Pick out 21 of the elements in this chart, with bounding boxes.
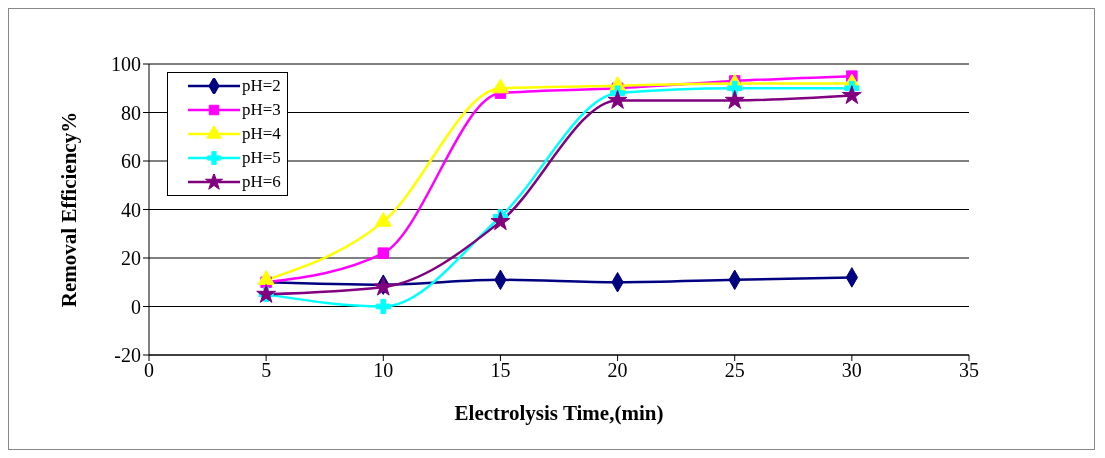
y-tick-label: 60 bbox=[121, 150, 141, 173]
x-tick-label: 10 bbox=[373, 359, 394, 382]
x-tick-label: 25 bbox=[724, 359, 745, 382]
x-axis-title: Electrolysis Time,(min) bbox=[454, 401, 664, 425]
x-tick-label: 30 bbox=[841, 359, 862, 382]
x-tick-label: 5 bbox=[261, 359, 272, 382]
legend-label: pH=3 bbox=[242, 99, 281, 121]
legend-label: pH=6 bbox=[242, 171, 281, 193]
legend-label: pH=5 bbox=[242, 147, 281, 169]
y-tick-label: -20 bbox=[114, 344, 141, 367]
y-tick-label: 80 bbox=[121, 101, 141, 124]
y-tick-label: 100 bbox=[111, 53, 141, 76]
y-axis-title: Removal Efficiency% bbox=[57, 111, 82, 308]
legend-label: pH=4 bbox=[242, 123, 281, 145]
y-tick-label: 0 bbox=[131, 295, 141, 318]
y-tick-label: 40 bbox=[121, 198, 141, 221]
x-tick-label: 35 bbox=[959, 359, 979, 382]
y-tick-label: 20 bbox=[121, 247, 141, 270]
x-tick-label: 20 bbox=[607, 359, 628, 382]
legend-label: pH=2 bbox=[242, 75, 281, 97]
x-tick-label: 15 bbox=[490, 359, 511, 382]
